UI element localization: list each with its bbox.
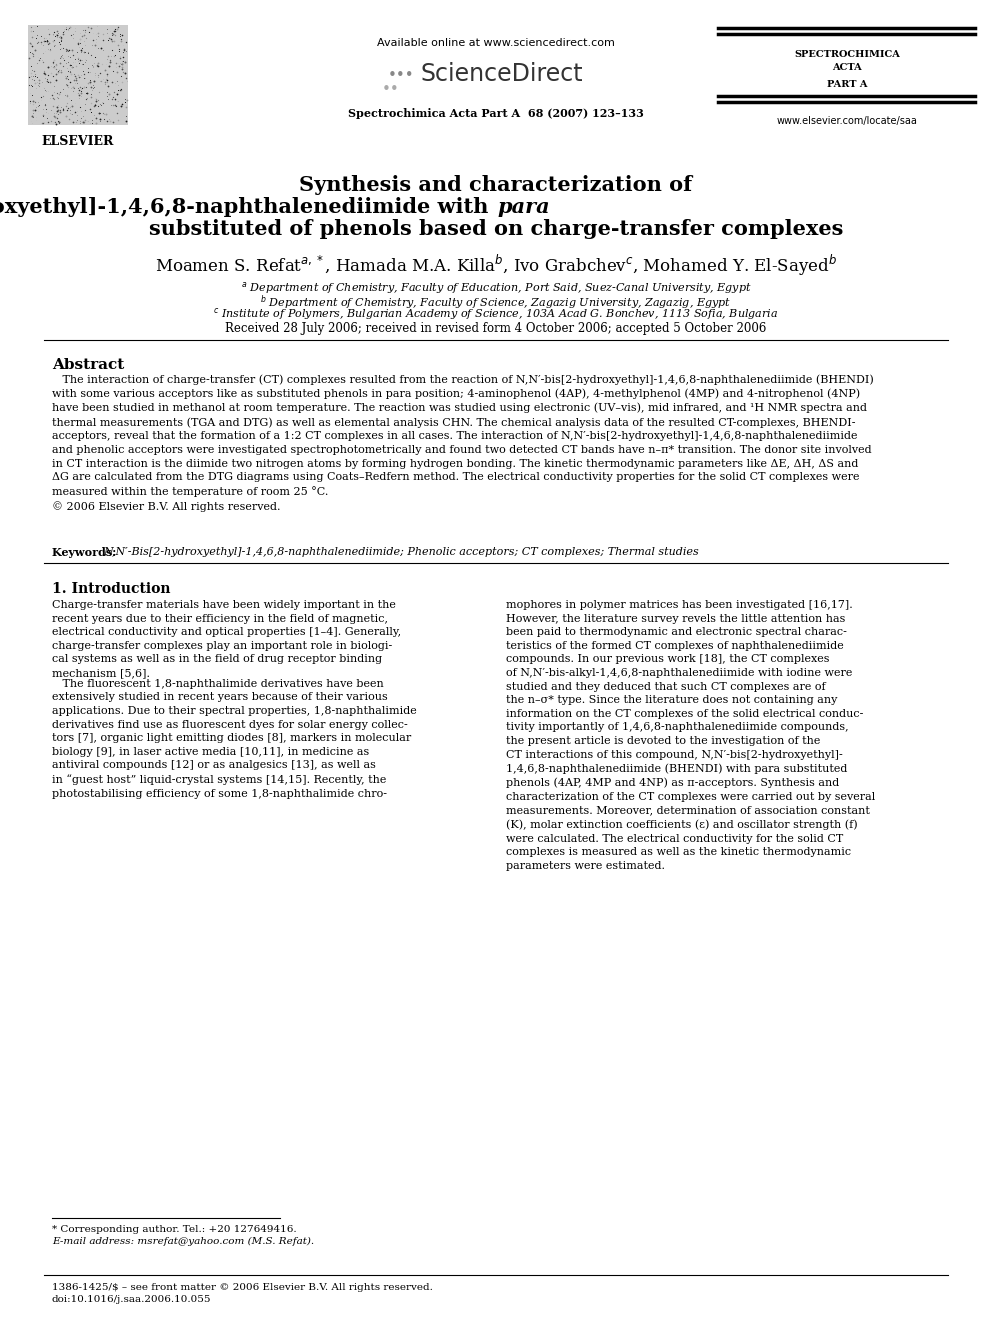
Text: PART A: PART A [826,79,867,89]
Bar [28,25,128,124]
Text: ••: •• [382,82,400,97]
Text: Keywords:: Keywords: [52,546,120,558]
Text: 1386-1425/$ – see front matter © 2006 Elsevier B.V. All rights reserved.: 1386-1425/$ – see front matter © 2006 El… [52,1283,433,1293]
Text: $^{c}$ Institute of Polymers, Bulgarian Academy of Science, 103A Acad G. Bonchev: $^{c}$ Institute of Polymers, Bulgarian … [213,306,779,321]
Text: 1. Introduction: 1. Introduction [52,582,171,595]
Text: N,N′-Bis[2-hydroxyethyl]-1,4,6,8-naphthalenediimide; Phenolic acceptors; CT comp: N,N′-Bis[2-hydroxyethyl]-1,4,6,8-naphtha… [103,546,698,557]
Text: * Corresponding author. Tel.: +20 127649416.: * Corresponding author. Tel.: +20 127649… [52,1225,297,1234]
Text: SPECTROCHIMICA: SPECTROCHIMICA [794,50,900,60]
Text: Received 28 July 2006; received in revised form 4 October 2006; accepted 5 Octob: Received 28 July 2006; received in revis… [225,321,767,335]
Text: Charge-transfer materials have been widely important in the
recent years due to : Charge-transfer materials have been wide… [52,601,401,677]
Text: N,N′-bis[2-hydroxyethyl]-1,4,6,8-naphthalenediimide with: N,N′-bis[2-hydroxyethyl]-1,4,6,8-naphtha… [0,197,496,217]
Text: www.elsevier.com/locate/saa: www.elsevier.com/locate/saa [777,116,918,126]
Text: doi:10.1016/j.saa.2006.10.055: doi:10.1016/j.saa.2006.10.055 [52,1295,211,1304]
Text: substituted of phenols based on charge-transfer complexes: substituted of phenols based on charge-t… [149,220,843,239]
Text: The fluorescent 1,8-naphthalimide derivatives have been
extensively studied in r: The fluorescent 1,8-naphthalimide deriva… [52,679,417,799]
Text: ACTA: ACTA [832,64,862,71]
Text: Synthesis and characterization of: Synthesis and characterization of [300,175,692,194]
Text: ELSEVIER: ELSEVIER [42,135,114,148]
Text: $^{a}$ Department of Chemistry, Faculty of Education, Port Said, Suez-Canal Univ: $^{a}$ Department of Chemistry, Faculty … [241,280,751,296]
Text: $^{b}$ Department of Chemistry, Faculty of Science, Zagazig University, Zagazig,: $^{b}$ Department of Chemistry, Faculty … [260,292,732,312]
Text: para: para [497,197,550,217]
Text: The interaction of charge-transfer (CT) complexes resulted from the reaction of : The interaction of charge-transfer (CT) … [52,374,874,512]
Text: •••: ••• [388,67,415,83]
Text: E-mail address: msrefat@yahoo.com (M.S. Refat).: E-mail address: msrefat@yahoo.com (M.S. … [52,1237,314,1246]
Text: mophores in polymer matrices has been investigated [16,17].
However, the literat: mophores in polymer matrices has been in… [506,601,875,871]
Text: Spectrochimica Acta Part A  68 (2007) 123–133: Spectrochimica Acta Part A 68 (2007) 123… [348,108,644,119]
Text: Available online at www.sciencedirect.com: Available online at www.sciencedirect.co… [377,38,615,48]
Text: ScienceDirect: ScienceDirect [420,62,582,86]
Text: Abstract: Abstract [52,359,124,372]
Text: Moamen S. Refat$^{a,*}$, Hamada M.A. Killa$^{b}$, Ivo Grabchev$^{c}$, Mohamed Y.: Moamen S. Refat$^{a,*}$, Hamada M.A. Kil… [155,253,837,278]
